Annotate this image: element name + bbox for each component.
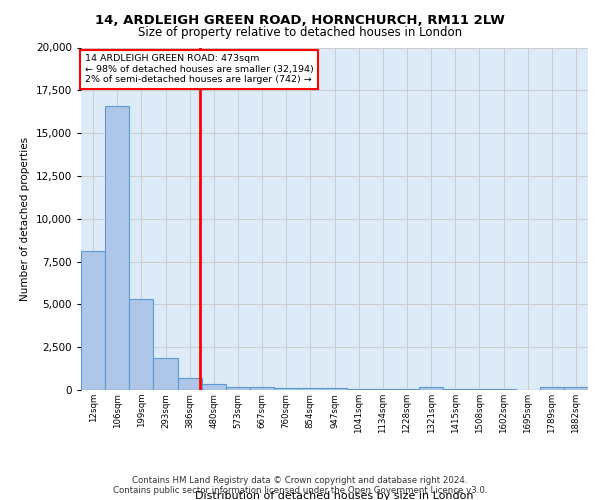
- Bar: [105, 106, 129, 390]
- Bar: [250, 388, 274, 390]
- Bar: [202, 384, 226, 390]
- Bar: [274, 388, 298, 390]
- Text: Contains HM Land Registry data © Crown copyright and database right 2024.
Contai: Contains HM Land Registry data © Crown c…: [113, 476, 487, 495]
- Text: 14, ARDLEIGH GREEN ROAD, HORNCHURCH, RM11 2LW: 14, ARDLEIGH GREEN ROAD, HORNCHURCH, RM1…: [95, 14, 505, 27]
- Bar: [154, 358, 178, 390]
- Bar: [564, 388, 588, 390]
- Bar: [347, 388, 371, 390]
- Bar: [81, 252, 105, 390]
- Bar: [443, 389, 467, 390]
- Bar: [540, 387, 564, 390]
- Bar: [322, 388, 347, 390]
- Text: Size of property relative to detached houses in London: Size of property relative to detached ho…: [138, 26, 462, 39]
- Bar: [371, 389, 395, 390]
- Bar: [419, 387, 443, 390]
- Y-axis label: Number of detached properties: Number of detached properties: [20, 136, 30, 301]
- Text: 14 ARDLEIGH GREEN ROAD: 473sqm
← 98% of detached houses are smaller (32,194)
2% : 14 ARDLEIGH GREEN ROAD: 473sqm ← 98% of …: [85, 54, 313, 84]
- Bar: [298, 388, 322, 390]
- Bar: [178, 378, 202, 390]
- Bar: [395, 389, 419, 390]
- X-axis label: Distribution of detached houses by size in London: Distribution of detached houses by size …: [195, 492, 474, 500]
- Bar: [129, 299, 154, 390]
- Bar: [226, 386, 250, 390]
